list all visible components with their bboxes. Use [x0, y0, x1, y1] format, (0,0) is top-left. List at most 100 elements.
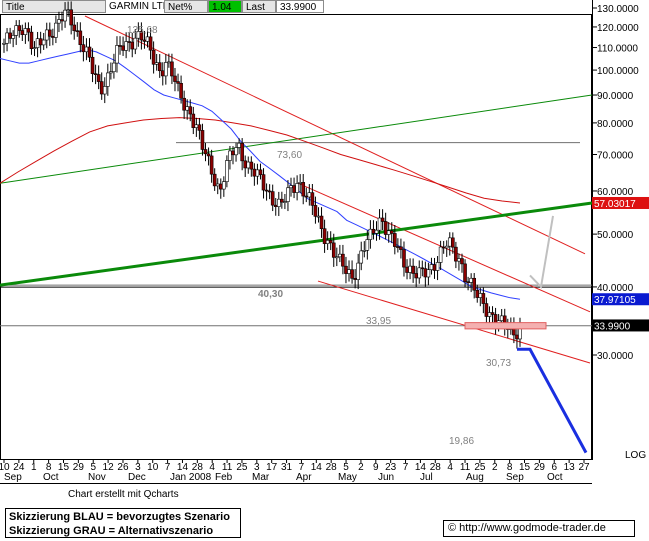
- candle-body: [310, 192, 315, 206]
- candle-body: [411, 265, 415, 274]
- y-axis-scale-label: LOG: [625, 450, 646, 461]
- x-tick-label: 7: [165, 462, 171, 473]
- x-tick-label: 13: [564, 462, 576, 473]
- candle-body: [365, 239, 370, 251]
- candle-body: [145, 36, 150, 42]
- x-tick-label: 7: [403, 462, 409, 473]
- candle-body: [472, 277, 477, 291]
- candle-body: [289, 185, 293, 189]
- candle-body: [273, 204, 278, 207]
- candle-body: [57, 19, 61, 24]
- candle-body: [393, 233, 397, 247]
- candle-body: [212, 173, 217, 187]
- candle-body: [194, 124, 199, 128]
- candle-body: [133, 37, 138, 50]
- candle-body: [35, 38, 40, 48]
- candle-body: [2, 42, 6, 45]
- y-tick-label: 80.0000: [597, 119, 634, 130]
- candle-body: [469, 277, 473, 283]
- candle-body: [249, 161, 254, 170]
- candle-body: [420, 267, 425, 270]
- candle-body: [283, 201, 287, 203]
- candle-body: [182, 97, 186, 111]
- candle-body: [206, 153, 211, 157]
- candle-body: [328, 240, 333, 244]
- x-tick-label: 10: [0, 462, 10, 473]
- y-tick-label: 90.0000: [597, 91, 634, 102]
- candle-body: [267, 190, 272, 193]
- candle-body: [160, 70, 165, 77]
- candle-body: [338, 253, 342, 258]
- source-link[interactable]: © http://www.godmode-trader.de: [443, 520, 635, 537]
- x-tick-label: 5: [90, 462, 96, 473]
- x-tick-label: 8: [507, 462, 513, 473]
- candle-body: [307, 192, 312, 198]
- candle-body: [240, 142, 244, 162]
- candle-body: [225, 160, 229, 182]
- x-tick-label: 9: [373, 462, 379, 473]
- candle-body: [54, 22, 58, 38]
- candle-body: [481, 293, 486, 304]
- candle-body: [438, 246, 443, 263]
- candle-body: [130, 41, 135, 50]
- candle-body: [374, 229, 379, 234]
- candle-body: [423, 268, 428, 278]
- price-badge-label: 37.97105: [594, 295, 636, 306]
- candle-body: [78, 30, 83, 45]
- candle-body: [228, 150, 232, 161]
- candle-body: [84, 46, 89, 53]
- candle-body: [121, 45, 125, 51]
- candle-body: [237, 142, 241, 148]
- x-tick-label: 8: [46, 462, 52, 473]
- x-tick-label: 15: [58, 462, 70, 473]
- scenario-blue-path: [517, 347, 588, 454]
- annotation-label: 125,68: [127, 25, 158, 36]
- x-tick-label: 3: [135, 462, 141, 473]
- candle-body: [344, 265, 348, 274]
- candle-body: [222, 181, 226, 190]
- candle-body: [151, 49, 156, 65]
- candle-body: [402, 249, 406, 268]
- candle-body: [17, 25, 22, 31]
- candle-body: [408, 265, 412, 273]
- candle-body: [32, 47, 37, 49]
- y-tick-label: 70.0000: [597, 150, 634, 161]
- candle-body: [454, 246, 458, 262]
- candle-body: [478, 293, 483, 298]
- candle-body: [38, 38, 43, 46]
- candle-body: [139, 31, 144, 41]
- candle-body: [457, 258, 461, 262]
- x-month-label: Aug: [466, 472, 484, 483]
- candle-body: [188, 106, 193, 115]
- candle-body: [75, 30, 80, 32]
- netpct-value: 1.04: [208, 0, 242, 13]
- candle-body: [102, 86, 107, 95]
- candle-body: [319, 215, 324, 230]
- candle-body: [414, 273, 418, 279]
- candle-body: [23, 28, 28, 35]
- candle-body: [447, 237, 452, 247]
- candle-body: [173, 75, 177, 82]
- candle-body: [154, 62, 159, 65]
- candle-body: [8, 32, 12, 39]
- candle-body: [499, 315, 504, 321]
- moving-average-long: [0, 117, 521, 204]
- y-tick-label: 50.0000: [597, 230, 634, 241]
- candle-body: [63, 9, 67, 22]
- x-tick-label: 2: [492, 462, 498, 473]
- candle-body: [475, 289, 480, 298]
- x-month-label: Nov: [88, 472, 106, 483]
- candle-body: [124, 41, 128, 51]
- candle-body: [292, 185, 296, 193]
- candle-body: [359, 250, 364, 264]
- y-tick-label: 60.0000: [597, 187, 634, 198]
- candle-body: [215, 183, 220, 187]
- candle-body: [396, 246, 400, 248]
- chart-credit-note: Chart erstellt mit Qcharts: [68, 489, 179, 500]
- candle-body: [96, 74, 101, 82]
- scenario-legend-box: Skizzierung BLAU = bevorzugtes Szenario …: [5, 508, 241, 538]
- x-tick-label: 24: [13, 462, 25, 473]
- price-badge-label: 57.03017: [594, 199, 636, 210]
- annotation-label: 30,73: [486, 358, 511, 369]
- x-tick-label: 25: [474, 462, 486, 473]
